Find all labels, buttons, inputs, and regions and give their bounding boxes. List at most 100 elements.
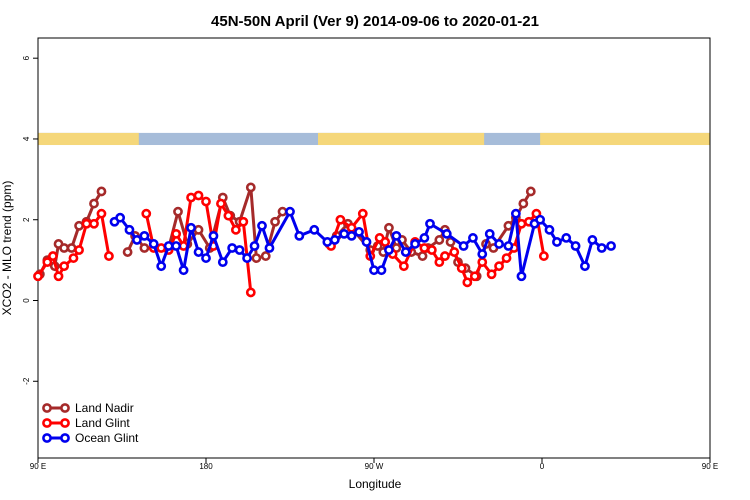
ocean-glint-point <box>171 241 182 251</box>
ocean-glint-point <box>201 253 211 263</box>
ocean-glint-point <box>376 265 387 276</box>
land-nadir-point <box>434 235 445 245</box>
land-ocean-band <box>38 132 710 146</box>
land-glint-point <box>419 243 430 253</box>
legend-marker-land-nadir <box>60 403 70 413</box>
land-nadir-point <box>245 182 256 193</box>
ocean-glint-point <box>606 241 616 251</box>
land-glint-point <box>398 261 409 272</box>
ocean-glint-point <box>322 237 333 247</box>
land-nadir-point <box>66 243 77 253</box>
ocean-glint-point <box>178 265 189 276</box>
land-glint-point <box>449 247 460 257</box>
land-glint-point <box>469 271 480 282</box>
land-glint-point <box>104 251 114 261</box>
ocean-glint-point <box>391 230 402 241</box>
ocean-glint-point <box>242 253 252 263</box>
ocean-glint-point <box>115 212 126 223</box>
ocean-glint-point <box>552 237 562 247</box>
land-glint-point <box>335 214 346 225</box>
land-nadir-point <box>251 253 262 263</box>
ocean-glint-point <box>257 220 267 231</box>
land-glint-point <box>494 261 504 272</box>
ocean-glint-point <box>494 239 504 249</box>
land-glint-point <box>33 271 43 282</box>
y-tick-label-0: -2 <box>22 377 31 385</box>
ocean-glint-point <box>208 230 219 241</box>
land-glint-point <box>223 210 234 221</box>
plot-frame <box>37 37 711 459</box>
land-glint-point <box>440 251 450 261</box>
land-nadir-point <box>193 224 204 235</box>
ocean-glint-point <box>217 257 228 268</box>
ocean-glint-point <box>561 233 572 243</box>
ocean-glint-point <box>193 247 204 257</box>
ocean-glint-point <box>468 233 478 243</box>
land-glint-point <box>48 251 58 261</box>
axis-ticks: 90 E 180 90 W 0 90 E -2 0 2 4 6 <box>22 55 718 471</box>
land-glint-point <box>59 261 70 272</box>
ocean-glint-point <box>425 218 435 229</box>
ocean-glint-point <box>419 233 430 243</box>
land-glint-point <box>171 228 182 239</box>
land-glint-point <box>346 222 357 233</box>
land-glint-point <box>245 287 256 298</box>
ocean-glint-point <box>510 208 521 219</box>
ocean-glint-point <box>477 249 488 259</box>
ocean-glint-point <box>124 224 135 235</box>
land-glint-point <box>186 192 196 203</box>
ocean-glint-point <box>441 228 452 239</box>
land-glint-point <box>74 245 84 255</box>
land-nadir-point <box>384 222 394 233</box>
land-glint-point <box>462 277 473 288</box>
ocean-glint-point <box>156 261 167 272</box>
ocean-glint-point <box>234 245 245 255</box>
ocean-glint-point <box>249 241 260 251</box>
ocean-glint-point <box>354 226 364 237</box>
land-nadir-segment <box>238 185 253 224</box>
legend-label-land-glint: Land Glint <box>75 416 130 430</box>
land-nadir-point <box>417 251 428 261</box>
series-land-glint <box>33 190 549 298</box>
ocean-glint-point <box>535 214 546 225</box>
land-glint-point <box>477 257 488 268</box>
land-nadir-point <box>525 186 536 197</box>
x-tick-label-3: 0 <box>540 462 545 471</box>
ocean-glint-point <box>503 241 514 251</box>
ocean-glint-point <box>132 235 142 245</box>
chart-title: 45N-50N April (Ver 9) 2014-09-06 to 2020… <box>211 13 539 30</box>
ocean-glint-point <box>580 261 590 272</box>
ocean-glint-point <box>339 228 350 239</box>
land-glint-point <box>434 257 445 268</box>
y-tick-label-4: 6 <box>22 55 31 60</box>
land-glint-point <box>201 196 211 207</box>
land-glint-point <box>501 253 512 263</box>
land-band-segment-0 <box>38 132 139 146</box>
land-glint-point <box>68 253 79 263</box>
land-glint-point <box>81 218 92 229</box>
ocean-glint-point <box>369 265 379 276</box>
ocean-glint-point <box>148 239 159 249</box>
ocean-glint-point <box>484 228 495 239</box>
ocean-glint-point <box>329 235 340 245</box>
legend-marker-land-glint <box>42 418 52 428</box>
ocean-glint-point <box>186 222 196 233</box>
land-nadir-point <box>518 198 529 209</box>
land-glint-point <box>141 208 152 219</box>
land-glint-point <box>96 208 107 219</box>
ocean-glint-point <box>264 243 275 253</box>
land-nadir-point <box>503 220 514 231</box>
land-nadir-point <box>173 206 183 217</box>
land-glint-point <box>193 190 204 201</box>
land-glint-point <box>156 243 167 253</box>
legend-marker-land-nadir <box>42 403 52 413</box>
land-glint-point <box>456 263 467 274</box>
ocean-glint-point <box>596 243 607 253</box>
land-glint-point <box>380 237 391 247</box>
x-tick-label-2: 90 W <box>365 462 384 471</box>
x-axis-label: Longitude <box>349 477 402 491</box>
land-nadir-point <box>270 216 280 227</box>
